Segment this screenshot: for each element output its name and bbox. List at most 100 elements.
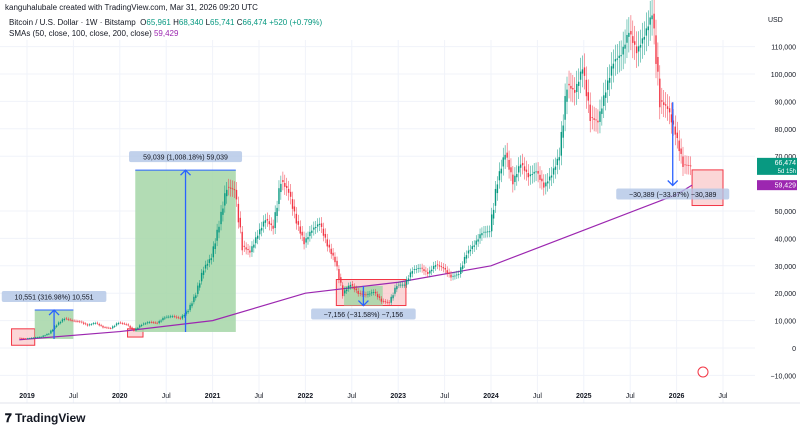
candle-body [407,278,410,282]
candle-body [197,285,199,295]
candle-body [233,189,236,191]
candle-body [158,321,160,324]
candle-body [42,335,44,337]
candle-body [444,267,446,270]
candle-body [488,231,491,233]
candle-body [622,46,624,55]
candle-body [547,181,549,184]
candle-body [297,221,300,225]
candle-body [88,324,91,326]
candle-body [558,157,560,161]
candle-body [664,104,667,106]
candle-body [189,304,191,311]
candle-body [168,316,170,318]
candle-body [289,191,292,197]
y-tick-label: 50,000 [775,209,797,216]
candle-body [117,322,120,324]
candle-body [309,231,311,237]
candle-body [591,117,593,118]
candle-body [342,285,344,297]
candle-body [301,231,303,236]
candle-body [77,321,79,322]
candle-body [69,319,71,321]
candle-body [403,284,406,286]
candle-body [241,231,243,251]
candle-body [28,338,31,340]
candle-body [212,246,214,258]
candle-body [108,327,110,329]
candle-body [115,323,118,326]
candle-body [568,83,570,86]
candle-body [204,264,207,269]
candle-body [193,296,195,303]
candle-body [535,171,537,173]
candle-body [295,213,298,224]
x-tick-label: Jul [533,393,542,400]
candle-body [663,102,665,105]
candle-body [222,208,224,215]
candle-body [303,237,305,245]
candle-body [210,258,212,261]
candle-body [61,319,64,322]
measure-label-bg [616,188,730,200]
candle-body [427,272,429,274]
candle-body [576,83,578,93]
candle-body [651,15,653,20]
y-tick-label: 30,000 [775,264,797,271]
candle-body [102,326,104,328]
range-box [11,328,36,346]
x-tick-label: Jul [440,393,449,400]
candle-body [140,324,143,326]
candle-body [30,337,33,339]
x-tick-label: Jul [255,393,264,400]
candle-body [106,327,108,329]
candle-body [624,44,626,49]
candle-body [280,183,282,193]
candle-body [481,233,483,236]
candle-body [249,250,251,253]
candle-body [531,174,533,175]
change-value: +520 (+0.79%) [269,18,323,27]
candle-body [23,338,25,340]
candle-body [518,166,520,173]
brand-name: TradingView [15,411,86,425]
low-label: L [205,18,211,27]
candle-body [137,327,139,329]
candle-body [603,95,605,106]
candle-body [90,324,93,326]
candle-body [610,66,613,76]
candle-body [44,335,46,337]
candle-body [328,244,330,248]
candle-body [173,316,176,318]
candle-body [52,329,54,332]
candle-body [187,310,189,313]
candle-body [510,167,512,173]
candle-body [311,230,313,233]
candle-body [479,234,481,239]
measure-label: −30,389 (−33.87%) −30,389 [629,192,716,199]
candle-body [200,272,203,282]
candle-body [71,320,73,321]
y-tick-label: 100,000 [771,72,796,79]
candle-body [684,164,686,166]
candle-body [316,224,319,227]
candle-body [492,209,495,219]
candle-body [160,320,162,322]
candle-body [589,104,591,121]
candle-body [423,269,425,272]
open-label: O [140,18,147,27]
candle-body [98,323,100,326]
candle-body [506,152,508,158]
price-chart[interactable]: USD 10,551 (316.98%) 10,551 59,039 (1,008… [0,0,800,405]
tradingview-logo: 𝟕 TradingView [5,411,86,425]
measure-label: −7,156 (−31.58%) −7,156 [324,312,404,319]
candle-body [50,330,52,334]
candle-body [487,231,489,233]
y-tick-label: 70,000 [775,154,797,161]
candle-body [318,223,321,225]
candle-body [139,325,141,328]
sma-value: 59,429 [153,29,179,38]
candle-body [562,125,564,138]
candle-body [218,226,220,233]
candle-body [322,228,325,236]
